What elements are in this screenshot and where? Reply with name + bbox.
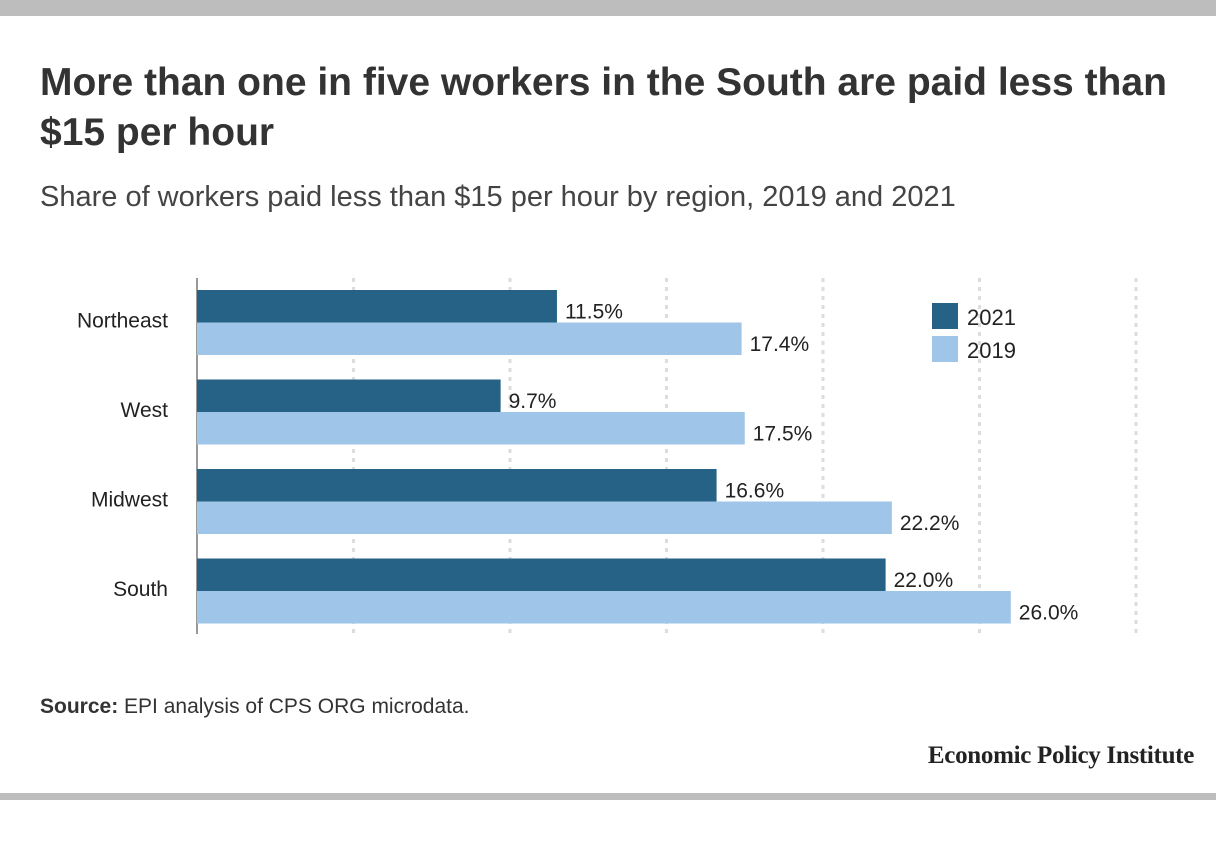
- data-label: 17.5%: [753, 423, 813, 446]
- data-label: 9.7%: [509, 390, 557, 413]
- source-text: EPI analysis of CPS ORG microdata.: [118, 695, 470, 718]
- legend-label: 2019: [967, 338, 1016, 363]
- data-label: 11.5%: [565, 301, 623, 324]
- category-label: West: [121, 399, 169, 422]
- bar: [197, 379, 501, 412]
- bottom-rule: [0, 793, 1216, 800]
- data-label: 26.0%: [1019, 602, 1079, 625]
- source-label: Source:: [40, 695, 119, 718]
- chart-subtitle: Share of workers paid less than $15 per …: [40, 181, 956, 213]
- legend-swatch: [932, 303, 958, 329]
- legend-label: 2021: [967, 305, 1016, 330]
- legend: 2021 2019: [932, 303, 1016, 363]
- bar-chart: 11.5%17.4%9.7%17.5%16.6%22.2%22.0%26.0% …: [77, 278, 1138, 634]
- bar: [197, 469, 717, 502]
- chart-title: More than one in five workers in the Sou…: [40, 61, 1167, 154]
- category-label: South: [113, 578, 168, 601]
- bars: [197, 290, 1011, 624]
- top-rule: [0, 0, 1216, 16]
- category-label: Midwest: [91, 489, 168, 512]
- category-label: Northeast: [77, 310, 168, 333]
- data-labels: 11.5% 17.4% 9.7% 17.5% 16.6% 22.2% 22.0% 26.0%: [509, 301, 1079, 625]
- bar: [197, 322, 742, 355]
- source-note: Source: EPI analysis of CPS ORG microdat…: [40, 693, 469, 721]
- data-label: 22.0%: [894, 569, 954, 592]
- bar: [197, 501, 892, 534]
- bar: [197, 558, 886, 591]
- bar: [197, 591, 1011, 624]
- bar: [197, 412, 745, 445]
- data-label: 22.2%: [900, 512, 960, 535]
- category-labels: Northeast West Midwest South: [77, 310, 168, 602]
- bar: [197, 290, 557, 323]
- brand-logo: Economic Policy Institute: [927, 742, 1194, 769]
- data-label: 17.4%: [750, 333, 810, 356]
- data-label: 16.6%: [725, 480, 785, 503]
- legend-swatch: [932, 336, 958, 362]
